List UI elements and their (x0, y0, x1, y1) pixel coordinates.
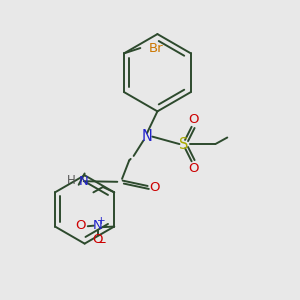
Text: +: + (97, 217, 105, 226)
Text: N: N (142, 129, 152, 144)
Text: N: N (79, 175, 88, 188)
Text: O: O (189, 113, 199, 126)
Text: −: − (97, 236, 107, 249)
Text: O: O (93, 233, 103, 246)
Text: O: O (189, 162, 199, 175)
Text: Br: Br (149, 42, 164, 55)
Text: O: O (149, 181, 159, 194)
Text: O: O (75, 219, 85, 232)
Text: N: N (93, 219, 103, 232)
Text: H: H (67, 174, 76, 187)
Text: S: S (179, 136, 189, 152)
